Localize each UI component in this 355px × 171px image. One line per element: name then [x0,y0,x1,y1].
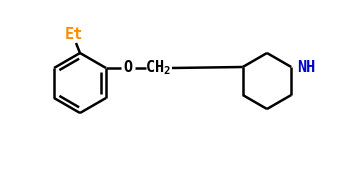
Text: O: O [124,61,132,76]
Text: CH$_{\mathregular{2}}$: CH$_{\mathregular{2}}$ [145,59,171,77]
Text: NH: NH [297,60,316,75]
Text: Et: Et [65,27,83,42]
